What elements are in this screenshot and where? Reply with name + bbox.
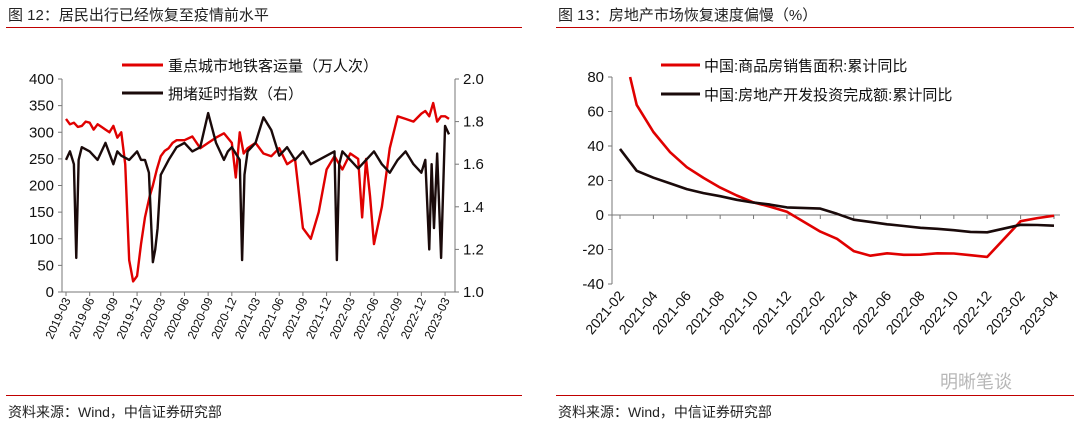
y-tick-label: 300	[29, 124, 54, 141]
right-title-rule	[556, 27, 1074, 28]
y2-tick-label: 1.2	[463, 241, 484, 258]
y-tick-label: 100	[29, 231, 54, 248]
y-tick-label: 50	[37, 257, 54, 274]
y2-tick-label: 1.4	[463, 199, 484, 216]
y-tick-label: 40	[587, 138, 604, 155]
y-tick-label: 60	[587, 104, 604, 121]
left-footer-rule	[6, 395, 522, 396]
y-tick-label: 20	[587, 173, 604, 190]
y-tick-label: 400	[29, 71, 54, 88]
right-source: 资料来源：Wind，中信证券研究部	[558, 404, 772, 420]
watermark: 明晰笔谈	[940, 372, 1012, 392]
y-tick-label: -40	[582, 276, 604, 293]
series-line-congestion	[64, 111, 451, 264]
y-tick-label: 0	[596, 207, 604, 224]
series-line-investment	[618, 148, 1055, 234]
right-chart-title: 图 13：房地产市场恢复速度偏慢（%）	[558, 7, 818, 24]
legend-label: 中国:商品房销售面积:累计同比	[704, 58, 907, 75]
y-tick-label: 150	[29, 204, 54, 221]
y2-tick-label: 1.8	[463, 114, 484, 131]
legend-label: 中国:房地产开发投资完成额:累计同比	[704, 87, 952, 104]
y2-tick-label: 1.0	[463, 284, 484, 301]
series-line-subway	[65, 101, 450, 283]
y-tick-label: 250	[29, 151, 54, 168]
legend-label: 拥堵延时指数（右）	[168, 86, 303, 103]
left-source: 资料来源：Wind，中信证券研究部	[8, 404, 222, 420]
left-title-rule	[6, 27, 522, 28]
y-tick-label: -20	[582, 242, 604, 259]
left-chart-title: 图 12：居民出行已经恢复至疫情前水平	[8, 7, 269, 24]
right-footer-rule	[556, 395, 1074, 396]
y2-tick-label: 2.0	[463, 71, 484, 88]
y-tick-label: 200	[29, 178, 54, 195]
y-tick-label: 0	[46, 284, 54, 301]
y-tick-label: 80	[587, 69, 604, 86]
y2-tick-label: 1.6	[463, 156, 484, 173]
series-line-sales-area	[628, 76, 1055, 259]
y-tick-label: 350	[29, 98, 54, 115]
legend-label: 重点城市地铁客运量（万人次）	[168, 58, 378, 75]
